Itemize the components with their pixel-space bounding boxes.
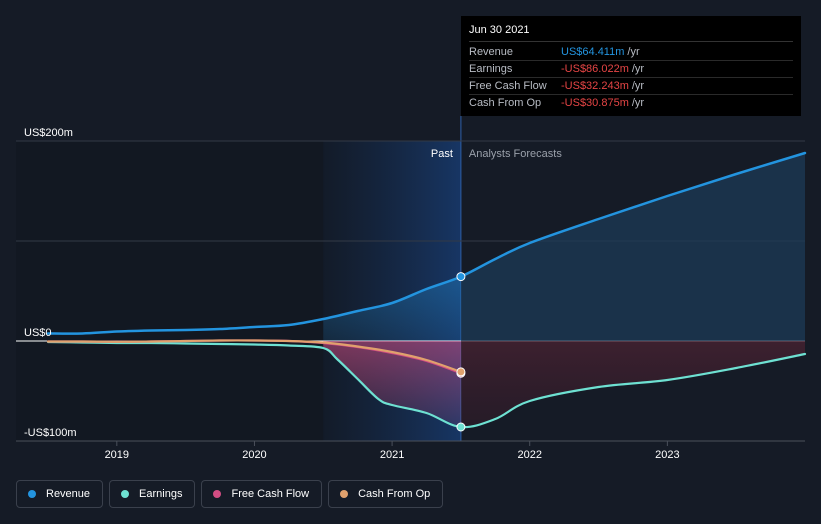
legend-dot-icon: [340, 490, 349, 498]
x-tick-label: 2023: [655, 449, 679, 461]
tooltip-rows: Revenue US$64.411m/yr Earnings -US$86.022m /…: [469, 44, 793, 111]
legend-dot-icon: [28, 490, 36, 498]
legend-dot-icon: [121, 490, 130, 498]
x-tick-label: 2021: [380, 449, 404, 461]
tooltip-row: Revenue US$64.411m/yr: [469, 44, 793, 61]
legend-label: Revenue: [46, 488, 91, 500]
earnings-forecast-fill: [460, 341, 805, 427]
earnings-past-fill: [323, 341, 461, 427]
y-tick-label: US$200m: [24, 127, 73, 139]
legend-label: Cash From Op: [358, 488, 431, 500]
tooltip-row-unit: /yr: [631, 63, 645, 75]
tooltip-row-name: Cash From Op: [469, 97, 542, 109]
revenue-forecast-fill: [460, 153, 805, 341]
tooltip-row-unit: /yr: [631, 97, 645, 109]
revenue-line: [46, 151, 807, 335]
tooltip-row-unit: /yr: [631, 80, 645, 92]
legend-item-cash-from-op[interactable]: Cash From Op: [328, 480, 444, 508]
legend-item-free-cash-flow[interactable]: Free Cash Flow: [201, 480, 323, 508]
forecast-label: Analysts Forecasts: [469, 148, 562, 160]
x-tick-label: 2020: [242, 449, 266, 461]
legend-item-earnings[interactable]: Earnings: [109, 480, 196, 508]
cash-from-op-point[interactable]: [456, 367, 466, 377]
tooltip-row-value: -US$32.243m: [561, 80, 629, 92]
y-tick-label: -US$100m: [24, 427, 77, 439]
y-tick-label: US$0: [24, 327, 52, 339]
axis-labels: US$200m US$0 -US$100m 2019 2020 2021 2022 2023 P…: [24, 127, 680, 461]
tooltip-row: Cash From Op -US$30.875m/yr: [469, 95, 793, 111]
earnings-line: [46, 340, 807, 429]
tooltip-row-value: -US$86.022m: [561, 63, 629, 75]
revenue-past-fill: [323, 276, 461, 341]
tooltip-row-value: -US$30.875m: [561, 97, 629, 109]
series-lines: [46, 151, 807, 429]
tooltip-row: Earnings -US$86.022m/yr: [469, 61, 793, 78]
past-label: Past: [431, 148, 453, 160]
legend-item-revenue[interactable]: Revenue: [16, 480, 104, 508]
area-fills: [323, 153, 805, 427]
tooltip-date: Jun 30 2021: [469, 24, 793, 42]
tooltip-row-name: Free Cash Flow: [469, 80, 547, 92]
legend-label: Earnings: [139, 488, 183, 500]
highlight-points: [456, 272, 466, 432]
tooltip-row-unit: /yr: [627, 46, 640, 58]
x-tick-label: 2022: [517, 449, 541, 461]
tooltip-row-value: US$64.411m: [561, 46, 625, 58]
x-tick-label: 2019: [105, 449, 129, 461]
data-tooltip: Jun 30 2021 Revenue US$64.411m/yr Earnings…: [461, 16, 801, 116]
chart-legend: Revenue Earnings Free Cash Flow Cash From O…: [16, 480, 444, 508]
legend-dot-icon: [213, 490, 222, 498]
tooltip-row-name: Revenue: [469, 46, 514, 58]
legend-label: Free Cash Flow: [231, 488, 310, 500]
cash-from-op-line: [46, 339, 463, 373]
revenue-point[interactable]: [456, 272, 466, 282]
tooltip-row: Free Cash Flow -US$32.243m/yr: [469, 78, 793, 95]
earnings-point[interactable]: [456, 422, 466, 432]
tooltip-row-name: Earnings: [469, 63, 513, 75]
